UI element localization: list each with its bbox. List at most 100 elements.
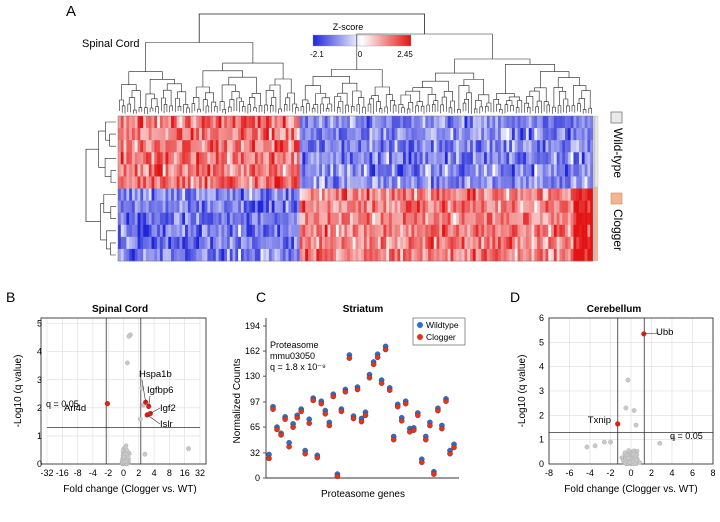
highlighted-gene-point	[641, 331, 647, 337]
heatmap-cell	[126, 176, 130, 189]
heatmap-cell	[129, 164, 133, 177]
heatmap-cell	[321, 128, 326, 141]
heatmap-cell	[419, 224, 423, 238]
heatmap-cell	[341, 164, 345, 177]
clogger-point	[350, 415, 357, 422]
heatmap-cell	[428, 188, 432, 201]
heatmap-cell	[366, 116, 370, 129]
heatmap-cell	[411, 236, 415, 250]
heatmap-cell	[361, 236, 365, 250]
heatmap-cell	[380, 224, 384, 238]
heatmap-cell	[352, 176, 356, 189]
heatmap-cell	[391, 176, 395, 189]
heatmap-cell	[260, 128, 264, 141]
heatmap-cell	[453, 224, 457, 238]
heatmap-cell	[229, 236, 233, 250]
heatmap-cell	[355, 236, 359, 250]
dendrogram-branch	[221, 84, 236, 102]
gene-point	[124, 360, 130, 366]
heatmap-cell	[498, 164, 502, 177]
heatmap-cell	[246, 188, 250, 201]
heatmap-cell	[145, 116, 150, 129]
heatmap-cell	[439, 140, 443, 153]
heatmap-cell	[131, 164, 136, 177]
heatmap-cell	[316, 164, 320, 177]
heatmap-cell	[481, 176, 485, 189]
heatmap-cell	[506, 116, 510, 129]
heatmap-cell	[584, 200, 588, 213]
gene-point	[633, 461, 638, 466]
heatmap-cell	[296, 248, 300, 262]
heatmap-cell	[338, 224, 342, 238]
heatmap-cell	[187, 152, 191, 165]
dendrogram-branch	[406, 108, 411, 114]
heatmap-cell	[246, 236, 250, 250]
heatmap-cell	[324, 188, 328, 201]
heatmap-cell	[193, 128, 197, 141]
heatmap-cell	[436, 116, 440, 129]
heatmap-cell	[199, 224, 203, 238]
heatmap-cell	[165, 236, 169, 250]
heatmap-cell	[310, 188, 314, 201]
heatmap-cell	[492, 128, 496, 141]
heatmap-cell	[349, 152, 353, 165]
heatmap-cell	[271, 188, 275, 201]
heatmap-cell	[213, 188, 217, 201]
heatmap-cell	[484, 164, 488, 177]
heatmap-cell	[517, 164, 521, 177]
heatmap-cell	[587, 236, 591, 250]
heatmap-cell	[562, 128, 566, 141]
heatmap-cell	[531, 188, 535, 201]
heatmap-cell	[525, 248, 530, 262]
heatmap-cell	[366, 188, 370, 201]
heatmap-cell	[428, 140, 432, 153]
heatmap-cell	[481, 188, 485, 201]
heatmap-cell	[528, 236, 532, 250]
heatmap-cell	[246, 116, 250, 129]
heatmap-cell	[581, 128, 585, 141]
heatmap-cell	[162, 116, 166, 129]
heatmap-cell	[143, 140, 147, 153]
heatmap-cell	[369, 128, 373, 141]
heatmap-cell	[397, 200, 401, 213]
heatmap-cell	[240, 152, 245, 165]
heatmap-cell	[548, 200, 552, 213]
dendrogram-branch	[149, 79, 175, 94]
heatmap-cell	[444, 212, 448, 226]
heatmap-cell	[291, 200, 295, 213]
gene-point	[627, 460, 632, 465]
heatmap-cell	[436, 164, 440, 177]
heatmap-cell	[517, 224, 521, 238]
heatmap-cell	[411, 248, 415, 262]
heatmap-cell	[254, 212, 258, 226]
heatmap-cell	[129, 152, 133, 165]
heatmap-cell	[484, 248, 488, 262]
heatmap-cell	[232, 236, 236, 250]
heatmap-cell	[277, 128, 281, 141]
heatmap-cell	[394, 188, 398, 201]
heatmap-cell	[565, 224, 569, 238]
label-leader-line	[150, 407, 161, 414]
heatmap-cell	[394, 152, 398, 165]
x-tick-label: -2	[104, 468, 112, 478]
heatmap-cell	[372, 224, 376, 238]
heatmap-cell	[419, 164, 423, 177]
heatmap-cell	[433, 236, 437, 250]
heatmap-cell	[556, 188, 560, 201]
heatmap-cell	[296, 152, 300, 165]
heatmap-cell	[570, 140, 574, 153]
heatmap-cell	[302, 176, 306, 189]
heatmap-cell	[511, 116, 516, 129]
heatmap-cell	[193, 200, 197, 213]
heatmap-cell	[383, 224, 387, 238]
heatmap-cell	[319, 176, 323, 189]
heatmap-cell	[243, 164, 247, 177]
heatmap-cell	[551, 140, 555, 153]
heatmap-cell	[285, 236, 289, 250]
x-tick-label: 0	[121, 468, 126, 478]
heatmap-cell	[517, 140, 521, 153]
heatmap-cell	[349, 128, 353, 141]
heatmap-cell	[310, 224, 314, 238]
heatmap-cell	[377, 152, 381, 165]
